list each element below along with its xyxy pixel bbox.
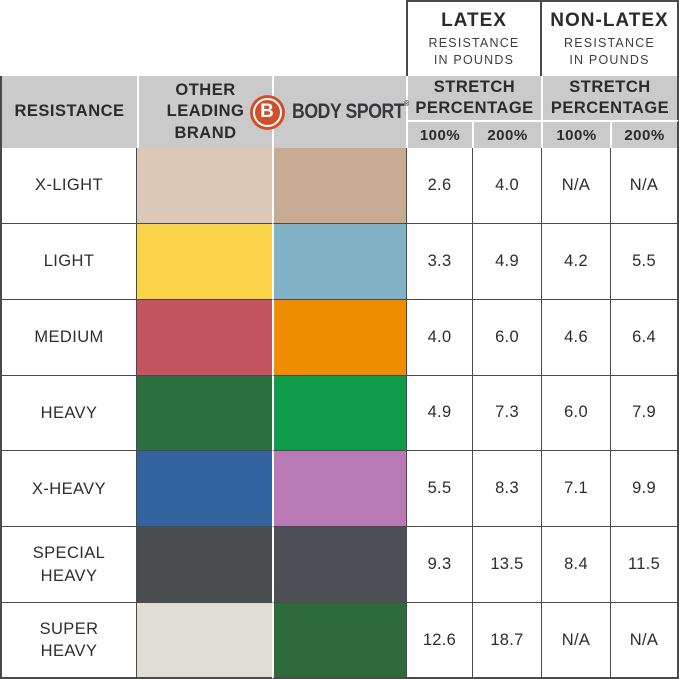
non-latex-title: NON-LATEX [550,9,669,31]
swatch-other-brand-super-heavy [137,603,272,679]
value-cell: 5.5 [406,451,472,528]
other-brand-column-header: OTHER LEADING BRAND [137,76,272,148]
swatch-other-brand-medium [137,299,272,376]
non-latex-stretch-percentage-header: STRETCH PERCENTAGE [541,76,679,120]
value-cell: 13.5 [472,527,541,604]
wordmark-sport: SPORT [345,100,404,123]
value-cell: 8.3 [472,451,541,528]
latex-100-header: 100% [406,120,472,148]
row-label-heavy: HEAVY [0,375,137,452]
row-label-super-heavy: SUPER HEAVY [0,603,137,679]
blank-corner [0,0,406,76]
bodysport-column-header: B BODY SPORT® [249,76,409,148]
value-cell: 6.4 [610,299,679,376]
row-label-x-light: X-LIGHT [0,148,137,224]
swatch-other-brand-light [137,223,272,300]
row-label-light: LIGHT [0,223,137,300]
swatch-other-brand-x-heavy [137,451,272,528]
value-cell: 7.3 [472,375,541,452]
bodysport-logo-icon: B [249,94,285,130]
value-cell: 9.9 [610,451,679,528]
value-cell: 3.3 [406,223,472,300]
value-cell: 7.9 [610,375,679,452]
value-cell: 4.6 [541,299,610,376]
value-cell: 5.5 [610,223,679,300]
value-cell: 4.0 [472,148,541,224]
non-latex-200-header: 200% [610,120,679,148]
swatch-bodysport-light [272,223,406,300]
latex-200-header: 200% [472,120,541,148]
resistance-column-header: RESISTANCE [0,76,137,148]
row-label-medium: MEDIUM [0,299,137,376]
non-latex-100-header: 100% [541,120,610,148]
bodysport-logo: B BODY SPORT® [249,94,431,130]
value-cell: 4.0 [406,299,472,376]
swatch-bodysport-x-heavy [272,451,406,528]
value-cell: N/A [610,603,679,679]
row-label-x-heavy: X-HEAVY [0,451,137,528]
value-cell: 18.7 [472,603,541,679]
value-cell: 8.4 [541,527,610,604]
latex-title: LATEX [441,9,507,31]
swatch-other-brand-special-heavy [137,527,272,604]
non-latex-header-box: NON-LATEX RESISTANCE IN POUNDS [541,0,679,76]
registered-trademark-icon: ® [403,99,409,108]
value-cell: 11.5 [610,527,679,604]
value-cell: 12.6 [406,603,472,679]
swatch-bodysport-medium [272,299,406,376]
swatch-bodysport-x-light [272,148,406,224]
swatch-bodysport-heavy [272,375,406,452]
value-cell: 9.3 [406,527,472,604]
value-cell: 4.2 [541,223,610,300]
swatch-other-brand-heavy [137,375,272,452]
value-cell: 7.1 [541,451,610,528]
value-cell: N/A [541,603,610,679]
value-cell: N/A [610,148,679,224]
logo-letter: B [260,101,274,122]
latex-header-box: LATEX RESISTANCE IN POUNDS [406,0,541,76]
value-cell: 6.0 [541,375,610,452]
swatch-bodysport-super-heavy [272,603,406,679]
value-cell: 2.6 [406,148,472,224]
value-cell: N/A [541,148,610,224]
latex-stretch-percentage-header: STRETCH PERCENTAGE [406,76,541,120]
value-cell: 6.0 [472,299,541,376]
swatch-bodysport-special-heavy [272,527,406,604]
wordmark-body: BODY [291,100,342,123]
value-cell: 4.9 [406,375,472,452]
non-latex-subtitle: RESISTANCE IN POUNDS [564,35,655,67]
value-cell: 4.9 [472,223,541,300]
row-label-special-heavy: SPECIAL HEAVY [0,527,137,604]
swatch-other-brand-x-light [137,148,272,224]
bodysport-wordmark: BODY SPORT® [292,100,409,124]
latex-subtitle: RESISTANCE IN POUNDS [428,35,520,67]
